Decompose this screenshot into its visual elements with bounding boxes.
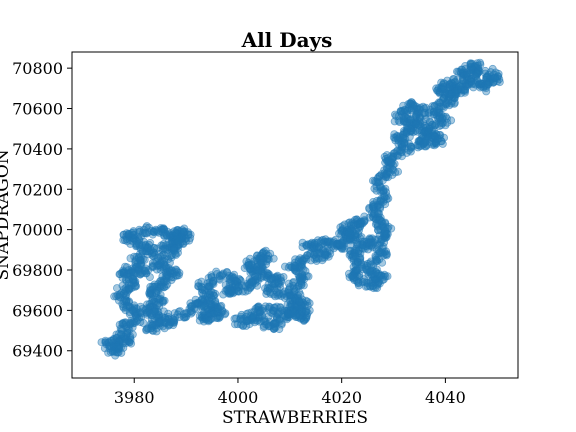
x-tick-label: 4020 bbox=[321, 388, 362, 407]
y-tick-label: 70200 bbox=[12, 180, 63, 199]
scatter-point bbox=[492, 75, 499, 82]
scatter-point bbox=[246, 255, 253, 262]
scatter-point bbox=[210, 277, 217, 284]
y-axis-label: SNAPDRAGON bbox=[0, 149, 13, 280]
scatter-point bbox=[206, 317, 213, 324]
scatter-point bbox=[141, 229, 148, 236]
scatter-point bbox=[174, 238, 181, 245]
x-tick-label: 3980 bbox=[114, 388, 155, 407]
y-tick-label: 69800 bbox=[12, 261, 63, 280]
scatter-point bbox=[254, 267, 261, 274]
x-axis-label: STRAWBERRIES bbox=[222, 408, 368, 428]
x-tick-label: 4040 bbox=[425, 388, 466, 407]
scatter-point bbox=[277, 304, 284, 311]
scatter-point bbox=[115, 293, 122, 300]
scatter-point bbox=[137, 303, 144, 310]
y-tick-label: 70400 bbox=[12, 140, 63, 159]
scatter-point bbox=[239, 317, 246, 324]
y-tick-label: 69400 bbox=[12, 342, 63, 361]
scatter-point bbox=[198, 278, 205, 285]
y-tick-label: 70600 bbox=[12, 100, 63, 119]
y-tick-label: 70800 bbox=[12, 59, 63, 78]
y-tick-label: 70000 bbox=[12, 221, 63, 240]
y-tick-label: 69600 bbox=[12, 301, 63, 320]
y-axis-ticks: 69400 69600 69800 70000 70200 70400 70600 70800 bbox=[12, 59, 72, 361]
scatter-point bbox=[270, 308, 277, 315]
scatter-point bbox=[153, 325, 160, 332]
scatter-point bbox=[172, 229, 179, 236]
data-points bbox=[98, 59, 504, 359]
scatter-point bbox=[321, 251, 328, 258]
scatter-point bbox=[489, 65, 496, 72]
scatter-point bbox=[303, 243, 310, 250]
x-axis-ticks: 3980 4000 4020 4040 bbox=[114, 378, 466, 407]
chart-title: All Days bbox=[241, 28, 333, 52]
x-tick-label: 4000 bbox=[218, 388, 259, 407]
scatter-point bbox=[239, 288, 246, 295]
scatter-point bbox=[280, 273, 287, 280]
scatter-point bbox=[400, 102, 407, 109]
scatter-point bbox=[483, 73, 490, 80]
